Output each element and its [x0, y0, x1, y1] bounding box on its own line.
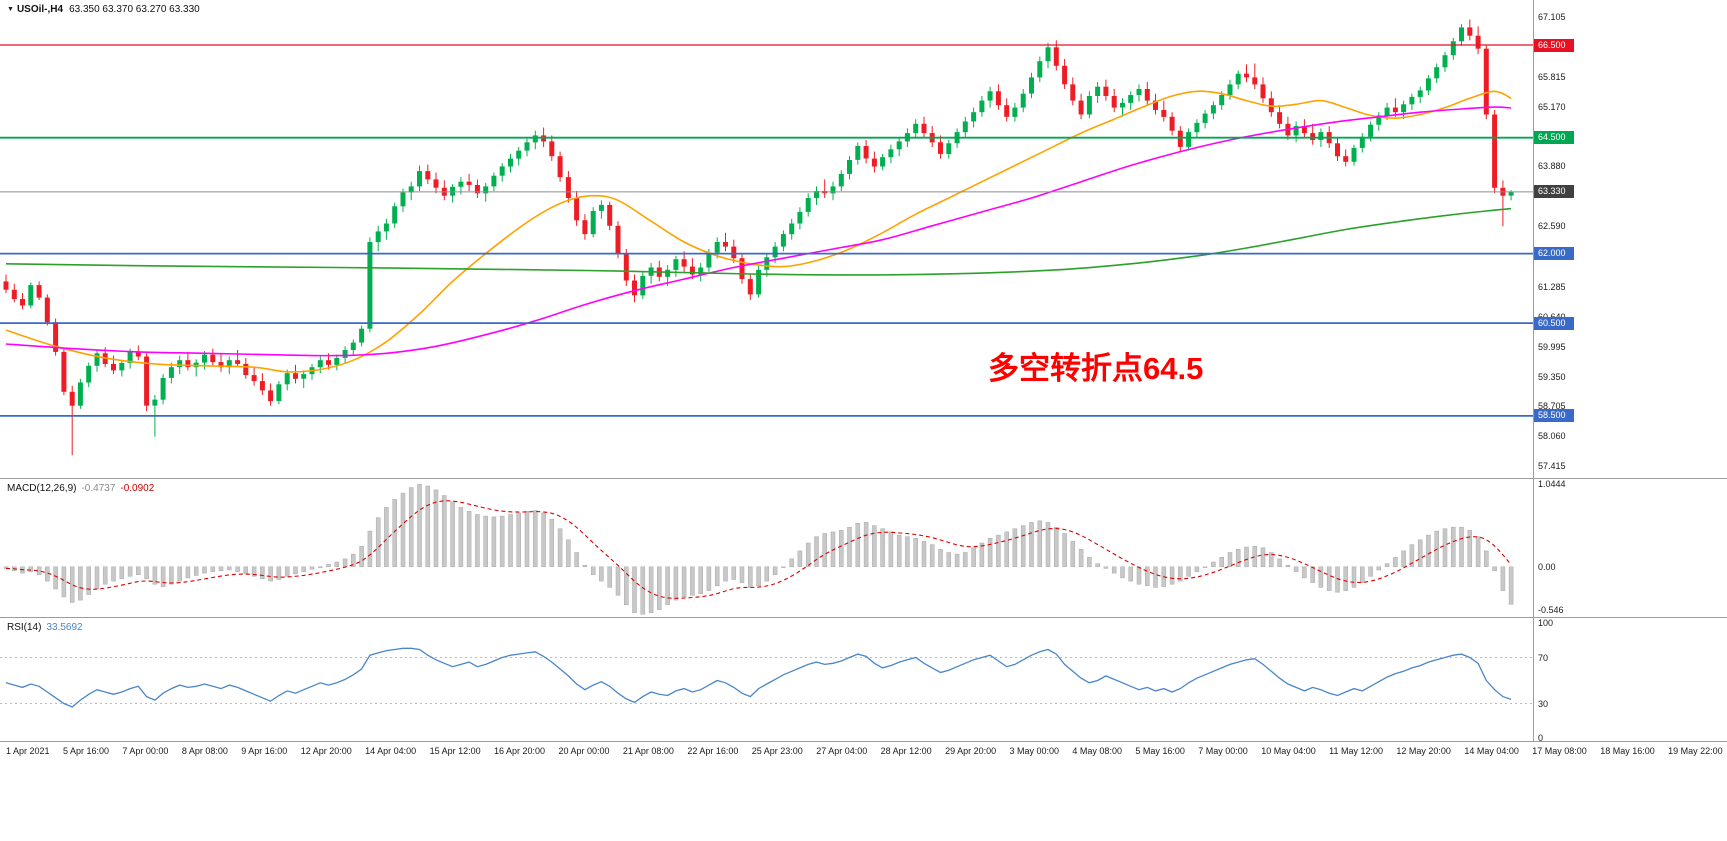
price-tick: 58.705	[1538, 401, 1566, 412]
ma-fast-orange-line	[5, 90, 1512, 373]
macd-signal-line	[5, 500, 1512, 599]
horizontal-levels-layer	[0, 44, 1533, 417]
rsi-label: RSI(14)	[7, 622, 42, 633]
time-label: 20 Apr 00:00	[558, 746, 610, 756]
time-label: 14 May 04:00	[1464, 746, 1519, 756]
symbol-info-line: ▼ USOil-,H4 63.350 63.370 63.270 63.330	[7, 4, 200, 15]
price-level-badge: 58.500	[1534, 409, 1574, 423]
time-label: 27 Apr 04:00	[816, 746, 868, 756]
rsi-value: 33.5692	[46, 622, 83, 633]
time-label: 12 Apr 20:00	[300, 746, 352, 756]
macd-scale-tick: 1.0444	[1538, 479, 1566, 489]
time-label: 7 May 00:00	[1198, 746, 1248, 756]
rsi-info-line: RSI(14) 33.5692	[7, 622, 83, 633]
time-label: 11 May 12:00	[1329, 746, 1383, 756]
macd-signal-value: -0.0902	[120, 483, 155, 494]
time-label: 5 May 16:00	[1135, 746, 1185, 756]
candles-layer	[3, 19, 1514, 456]
symbol-title: USOil-,H4	[16, 4, 64, 15]
price-level-badge: 60.500	[1534, 316, 1574, 330]
price-tick: 61.285	[1538, 281, 1566, 292]
rsi-scale-tick: 0	[1538, 733, 1544, 743]
price-tick: 59.350	[1538, 371, 1566, 382]
time-label: 10 May 04:00	[1261, 746, 1316, 756]
chart-annotation-text: 多空转折点64.5	[988, 351, 1204, 386]
time-label: 28 Apr 12:00	[880, 746, 932, 756]
rsi-scale-tick: 100	[1538, 618, 1554, 628]
rsi-line	[5, 647, 1512, 708]
price-level-badge: 66.500	[1534, 38, 1574, 52]
rsi-scale-tick: 30	[1538, 698, 1549, 709]
price-scale-border	[1533, 0, 1534, 741]
time-label: 21 Apr 08:00	[622, 746, 674, 756]
ohlc-values: 63.350 63.370 63.270 63.330	[69, 4, 200, 15]
main-candlestick-chart[interactable]	[0, 0, 1533, 478]
time-label: 25 Apr 23:00	[751, 746, 803, 756]
time-label: 29 Apr 20:00	[945, 746, 997, 756]
time-label: 5 Apr 16:00	[62, 746, 109, 756]
price-level-badge: 63.330	[1534, 185, 1574, 199]
time-label: 17 May 08:00	[1532, 746, 1587, 756]
time-label: 4 May 08:00	[1072, 746, 1122, 756]
macd-info-line: MACD(12,26,9) -0.4737 -0.0902	[7, 483, 154, 494]
panel-separator	[0, 741, 1727, 742]
price-tick: 62.590	[1538, 221, 1566, 232]
time-label: 15 Apr 12:00	[429, 746, 481, 756]
price-tick: 67.105	[1538, 11, 1566, 22]
time-label: 3 May 00:00	[1009, 746, 1060, 756]
macd-scale-tick: -0.546	[1538, 605, 1564, 615]
price-level-badge: 62.000	[1534, 247, 1574, 261]
symbol-marker-icon: ▼	[7, 6, 14, 13]
time-scale[interactable]: 1 Apr 2021 5 Apr 16:00 7 Apr 00:00 8 Apr 08…	[0, 742, 1727, 762]
time-label: 7 Apr 00:00	[122, 746, 169, 756]
price-tick: 59.995	[1538, 341, 1566, 352]
price-scale-column[interactable]: 67.10565.81565.17063.88062.59061.28560.6…	[1533, 0, 1727, 743]
price-tick: 57.415	[1538, 461, 1566, 472]
ma-slow-green-line	[5, 207, 1512, 276]
macd-label: MACD(12,26,9)	[7, 483, 77, 494]
price-tick: 63.880	[1538, 161, 1566, 172]
panel-separator	[0, 478, 1727, 479]
price-tick: 58.060	[1538, 431, 1566, 442]
macd-indicator-chart[interactable]	[0, 479, 1533, 617]
time-label: 1 Apr 2021	[6, 746, 50, 756]
ma-mid-magenta-line	[5, 106, 1512, 357]
price-level-badge: 64.500	[1534, 131, 1574, 145]
time-label: 19 May 22:00	[1668, 746, 1723, 756]
rsi-levels-layer	[0, 657, 1533, 704]
time-label: 12 May 20:00	[1396, 746, 1451, 756]
rsi-scale-tick: 70	[1538, 652, 1549, 663]
time-label: 14 Apr 04:00	[365, 746, 417, 756]
panel-separator	[0, 617, 1727, 618]
time-label: 9 Apr 16:00	[241, 746, 288, 756]
price-tick: 65.815	[1538, 71, 1566, 82]
macd-value: -0.4737	[81, 483, 116, 494]
rsi-indicator-chart[interactable]	[0, 618, 1533, 741]
time-label: 18 May 16:00	[1600, 746, 1655, 756]
price-tick: 65.170	[1538, 101, 1566, 112]
time-label: 16 Apr 20:00	[494, 746, 546, 756]
macd-scale-tick: 0.00	[1538, 561, 1556, 572]
time-label: 22 Apr 16:00	[687, 746, 739, 756]
time-label: 8 Apr 08:00	[181, 746, 228, 756]
macd-histogram-layer	[3, 484, 1514, 615]
